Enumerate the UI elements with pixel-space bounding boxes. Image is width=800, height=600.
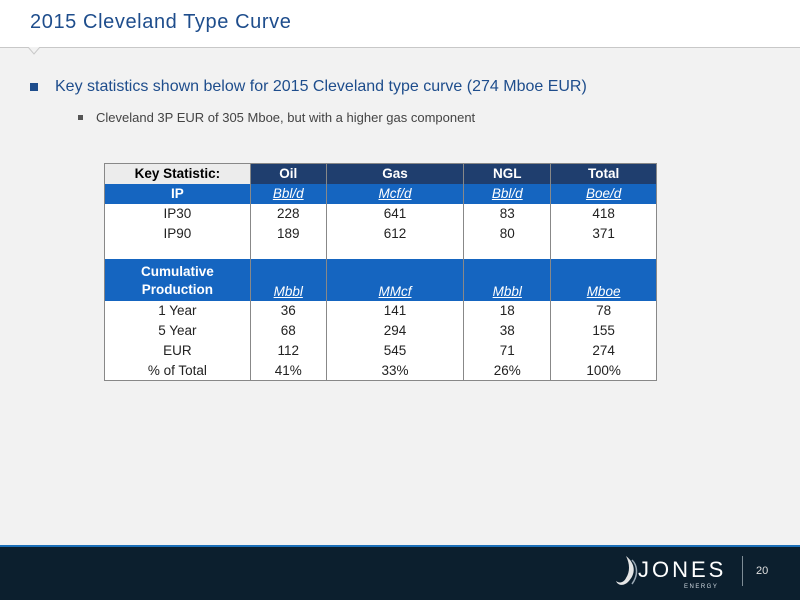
units-cell: MMcf <box>326 258 465 301</box>
table-cell: 418 <box>592 206 615 221</box>
table-spacer-row <box>104 243 657 259</box>
table-row: EUR 112 545 71 274 <box>104 340 657 361</box>
table-cell: 141 <box>326 300 465 321</box>
logo-wordmark: JONES <box>638 557 727 582</box>
table-cell: IP90 <box>104 223 251 244</box>
table-cell: 1 Year <box>104 300 251 321</box>
units-cell: IP <box>104 183 251 204</box>
table-cell: 33% <box>326 360 465 381</box>
slide-header-bar: 2015 Cleveland Type Curve <box>0 0 800 48</box>
table-cell: 100% <box>586 362 621 378</box>
table-cell: 371 <box>592 226 615 241</box>
table-header-row: Key Statistic: Oil Gas NGL Total <box>104 163 657 184</box>
units-cell: Mbbl <box>250 258 327 301</box>
logo-subtitle: ENERGY <box>684 584 719 590</box>
bullet-main-text: Key statistics shown below for 2015 Clev… <box>55 78 587 95</box>
header-cell: Oil <box>250 163 327 184</box>
jones-energy-logo-icon <box>616 556 638 585</box>
units-cell: Bbl/d <box>250 183 327 204</box>
table-cell: 78 <box>596 303 612 318</box>
table-cell: 545 <box>326 340 465 361</box>
bullet-sub-text: Cleveland 3P EUR of 305 Mboe, but with a… <box>96 110 476 125</box>
table-cell: 641 <box>326 203 465 224</box>
slide-footer <box>0 545 800 600</box>
table-cell: 18 <box>463 300 552 321</box>
table-cell: 294 <box>326 320 465 341</box>
key-statistics-table: Key Statistic: Oil Gas NGL Total IP Bbl/… <box>104 163 657 381</box>
header-cell: Key Statistic: <box>104 163 251 184</box>
table-row: IP30 228 641 83 418 <box>104 203 657 224</box>
page-number: 20 <box>756 565 769 577</box>
table-cell: 38 <box>463 320 552 341</box>
table-cell: % of Total <box>104 360 251 381</box>
table-cell: EUR <box>104 340 251 361</box>
header-cell: Gas <box>326 163 465 184</box>
bullet-main: Key statistics shown below for 2015 Clev… <box>30 78 587 96</box>
table-cell: 80 <box>463 223 552 244</box>
slide-title: 2015 Cleveland Type Curve <box>30 11 292 33</box>
header-cell: Total <box>550 163 657 184</box>
units-cell: Boe/d <box>550 183 657 204</box>
table-cell: 83 <box>463 203 552 224</box>
square-bullet-icon <box>78 115 83 120</box>
table-row: 1 Year 36 141 18 78 <box>104 300 657 321</box>
square-bullet-icon <box>30 83 38 91</box>
cumulative-units-row: Cumulative Production Mbbl MMcf Mbbl Mbo… <box>104 258 657 301</box>
table-cell: 189 <box>250 223 327 244</box>
footer-divider <box>742 556 743 586</box>
units-cell: Mbbl <box>463 258 552 301</box>
table-cell: 71 <box>463 340 552 361</box>
table-row: 5 Year 68 294 38 155 <box>104 320 657 341</box>
table-row: IP90 189 612 80 371 <box>104 223 657 244</box>
units-cell: Mcf/d <box>326 183 465 204</box>
table-cell: IP30 <box>104 203 251 224</box>
table-cell: 5 Year <box>104 320 251 341</box>
units-cell: Mboe <box>550 258 657 301</box>
table-row: % of Total 41% 33% 26% 100% <box>104 360 657 381</box>
table-cell: 36 <box>250 300 327 321</box>
table-cell: 112 <box>250 340 327 361</box>
units-cell: Bbl/d <box>463 183 552 204</box>
table-cell: 228 <box>250 203 327 224</box>
ip-units-row: IP Bbl/d Mcf/d Bbl/d Boe/d <box>104 183 657 204</box>
table-cell: 612 <box>326 223 465 244</box>
bullet-sub: Cleveland 3P EUR of 305 Mboe, but with a… <box>78 110 475 125</box>
header-notch <box>28 47 40 55</box>
table-cell: 68 <box>250 320 327 341</box>
units-cell: Cumulative Production <box>104 258 251 301</box>
table-cell: 155 <box>592 323 615 338</box>
table-cell: 41% <box>250 360 327 381</box>
table-cell: 274 <box>592 343 615 358</box>
table-cell: 26% <box>463 360 552 381</box>
header-cell: NGL <box>463 163 552 184</box>
